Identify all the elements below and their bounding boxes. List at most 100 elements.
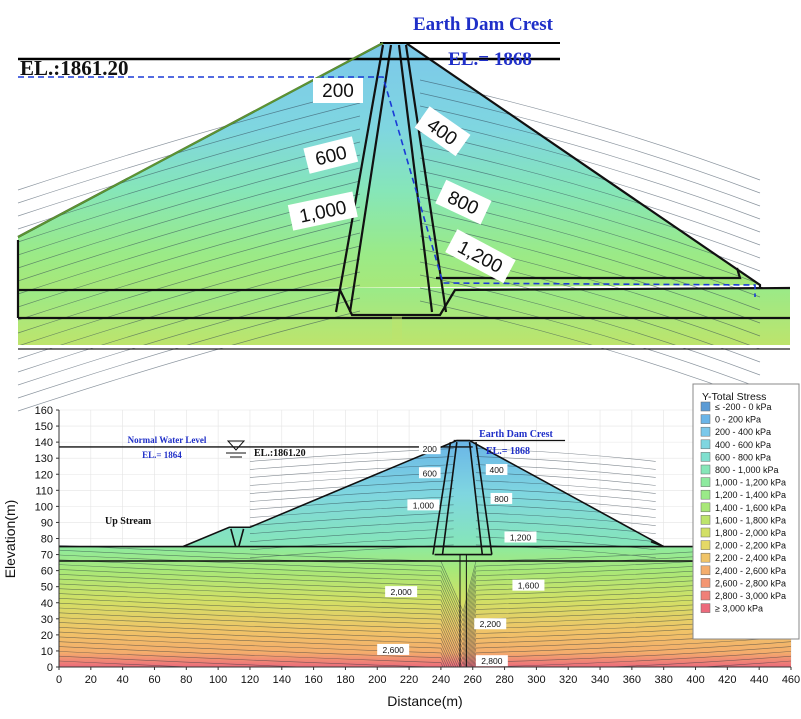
dam-outline-line (230, 528, 237, 547)
legend-label: ≥ 3,000 kPa (715, 604, 763, 614)
legend-entry: 1,800 - 2,000 kPa (700, 527, 786, 538)
top-contour-line (17, 92, 761, 204)
legend-entry: 0 - 200 kPa (700, 414, 761, 425)
stress-contour-label: 1,600 (512, 579, 545, 591)
stress-legend: Y-Total Stress ≤ -200 - 0 kPa 0 - 200 kPa… (692, 383, 800, 640)
y-tick-label: 80 (41, 534, 53, 546)
stress-contour-line (59, 646, 791, 667)
legend-label: 200 - 400 kPa (715, 427, 771, 437)
stress-contour-label: 600 (418, 467, 441, 479)
x-tick-label: 320 (559, 674, 577, 686)
legend-entry: 800 - 1,000 kPa (700, 464, 779, 475)
x-tick-label: 220 (400, 674, 418, 686)
legend-swatch (700, 439, 711, 450)
contour-label-box (474, 618, 507, 630)
legend-entry: 200 - 400 kPa (700, 426, 771, 437)
legend-entries: ≤ -200 - 0 kPa 0 - 200 kPa 200 - 400 kPa 40… (700, 401, 786, 614)
y-axis-label: Elevation(m) (2, 500, 18, 579)
stress-contour-labels: 200 400 600 800 1,000 1,200 1,600 2,000 2,200 2,6… (377, 443, 545, 667)
stress-contour-line (59, 655, 791, 667)
legend-label: 1,200 - 1,400 kPa (715, 490, 786, 500)
normal-water-level-label: Normal Water Level (128, 435, 207, 445)
legend-swatch (700, 578, 711, 588)
x-tick-label: 140 (273, 674, 291, 686)
contour-label-text: 1,200 (510, 533, 532, 543)
legend-swatch (700, 603, 711, 613)
dam-outline-line (182, 439, 665, 548)
y-tick-label: 0 (47, 662, 53, 674)
stress-contour-label: 1,000 (407, 499, 440, 511)
contour-label-text: 1,600 (518, 581, 540, 591)
top-contour-label-200-text: 200 (322, 81, 354, 102)
contour-label-box (418, 467, 441, 479)
top-contour-line (17, 287, 761, 399)
y-tick-label: 90 (41, 517, 53, 529)
y-tick-label: 70 (41, 550, 53, 562)
dam-structure-lines (59, 439, 791, 667)
contour-label-text: 800 (494, 494, 508, 504)
stress-contour-line (249, 456, 656, 470)
legend-swatch (700, 426, 711, 437)
contour-label-box (377, 643, 410, 655)
dam-body-fill (183, 440, 664, 547)
y-tick-label: 50 (41, 582, 53, 594)
legend-label: 800 - 1,000 kPa (715, 465, 779, 475)
crest-elevation-label: EL.= 1868 (486, 446, 530, 457)
legend-swatch (700, 401, 711, 412)
legend-entry: 1,200 - 1,400 kPa (700, 489, 786, 500)
x-tick-label: 60 (148, 674, 160, 686)
legend-swatch (700, 565, 711, 576)
stress-contour-line (249, 512, 656, 526)
contour-label-box (504, 531, 537, 543)
legend-entry: 1,400 - 1,600 kPa (700, 502, 786, 513)
top-contour-line (17, 157, 761, 269)
legend-label: 2,400 - 2,600 kPa (715, 566, 786, 576)
x-tick-label: 40 (117, 674, 129, 686)
legend-entry: 2,400 - 2,600 kPa (700, 565, 786, 576)
legend-swatch (700, 414, 711, 424)
legend-label: 1,800 - 2,000 kPa (715, 528, 786, 538)
y-tick-labels: 0 10 20 30 40 50 60 70 80 90 100 110 120 130 140 150 160 (35, 405, 53, 674)
x-tick-label: 160 (304, 674, 322, 686)
legend-swatch (700, 515, 711, 525)
top-core-box (392, 316, 402, 346)
contour-label-box (485, 464, 508, 476)
legend-entry: 2,600 - 2,800 kPa (700, 578, 786, 588)
top-upstream-slope-fringe (17, 42, 384, 238)
x-tick-label: 280 (495, 674, 513, 686)
legend-label: 2,200 - 2,400 kPa (715, 553, 786, 563)
x-tick-label: 460 (782, 674, 800, 686)
contour-label-text: 400 (490, 465, 504, 475)
legend-swatch (700, 477, 711, 487)
top-foundation (18, 288, 790, 345)
y-tick-label: 100 (35, 501, 53, 513)
stress-contour-label: 800 (490, 492, 513, 504)
top-crest-elevation: EL.= 1868 (448, 49, 532, 70)
legend-entry: 2,000 - 2,200 kPa (700, 540, 786, 551)
legend-swatch (700, 452, 711, 462)
legend-label: 2,600 - 2,800 kPa (715, 578, 786, 588)
x-tick-label: 400 (686, 674, 704, 686)
legend-entry: 600 - 800 kPa (700, 452, 771, 462)
legend-entry: 400 - 600 kPa (700, 439, 771, 450)
dam-outline-line (650, 540, 664, 548)
x-tick-label: 380 (655, 674, 673, 686)
legend-entry: 2,800 - 3,000 kPa (700, 590, 786, 601)
y-tick-label: 150 (35, 421, 53, 433)
legend-entry: 1,000 - 1,200 kPa (700, 477, 786, 488)
legend-label: 400 - 600 kPa (715, 440, 771, 450)
y-tick-label: 20 (41, 630, 53, 642)
x-tick-labels: 0 20 40 60 80 100 120 140 160 180 200 220 240 260 280 3… (56, 674, 800, 686)
y-tick-label: 10 (41, 646, 53, 658)
top-contour-line (17, 105, 761, 217)
contour-label-box (475, 655, 508, 667)
dam-outline-line (441, 442, 458, 555)
contour-label-box (512, 579, 545, 591)
stress-contour-line (249, 528, 656, 543)
contour-label-text: 2,200 (480, 619, 502, 629)
foundation-fill (59, 546, 791, 667)
x-tick-label: 120 (241, 674, 259, 686)
legend-label: ≤ -200 - 0 kPa (715, 402, 771, 412)
water-level-symbol (226, 440, 246, 458)
contour-label-box (418, 443, 441, 455)
